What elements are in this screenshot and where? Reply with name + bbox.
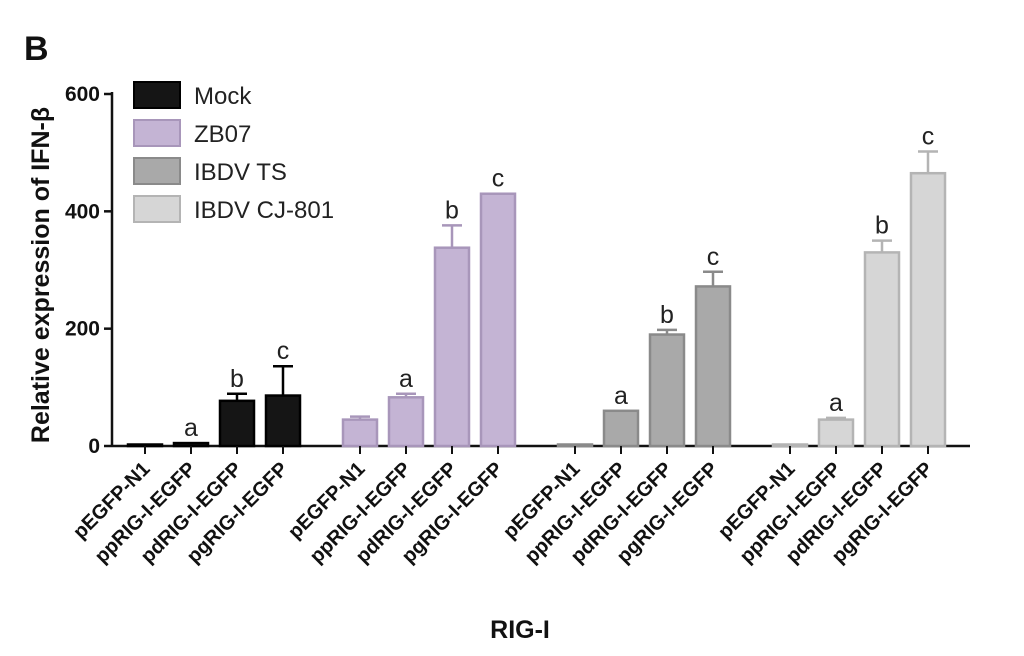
y-tick-label: 200 bbox=[65, 318, 100, 341]
bar bbox=[172, 441, 210, 448]
significance-label: a bbox=[829, 389, 843, 417]
x-axis-label: RIG-I bbox=[490, 616, 550, 644]
bar bbox=[909, 171, 947, 448]
legend: Mock ZB07 IBDV TS IBDV CJ-801 bbox=[133, 81, 334, 224]
significance-label: a bbox=[399, 365, 413, 393]
bar bbox=[771, 443, 809, 448]
bar bbox=[341, 418, 379, 448]
significance-label: c bbox=[277, 337, 290, 365]
significance-label: b bbox=[660, 301, 674, 329]
significance-label: b bbox=[445, 196, 459, 224]
legend-swatch bbox=[133, 119, 181, 147]
bar bbox=[126, 443, 164, 448]
legend-swatch bbox=[133, 157, 181, 185]
bar bbox=[648, 333, 686, 448]
bar bbox=[433, 246, 471, 448]
bar bbox=[556, 443, 594, 448]
y-tick-label: 0 bbox=[88, 435, 100, 458]
bars: a b c a b c a b c a b c bbox=[126, 122, 947, 448]
significance-label: b bbox=[875, 212, 889, 240]
significance-label: c bbox=[492, 165, 505, 193]
significance-label: c bbox=[922, 122, 935, 150]
significance-label: b bbox=[230, 365, 244, 393]
bar bbox=[694, 285, 732, 448]
legend-label: Mock bbox=[194, 83, 252, 110]
legend-label: ZB07 bbox=[194, 121, 251, 148]
bar bbox=[863, 251, 901, 448]
x-tick-labels: pEGFP-N1ppRIG-I-EGFPpdRIG-I-EGFPpgRIG-I-… bbox=[69, 446, 938, 568]
legend-label: IBDV CJ-801 bbox=[194, 197, 334, 224]
significance-label: a bbox=[614, 382, 628, 410]
legend-swatch bbox=[133, 81, 181, 109]
y-tick-label: 400 bbox=[65, 200, 100, 223]
panel-letter: B bbox=[24, 30, 49, 68]
bar bbox=[602, 409, 640, 448]
significance-label: a bbox=[184, 414, 198, 442]
bar bbox=[218, 399, 256, 448]
bar bbox=[479, 192, 517, 448]
bar bbox=[817, 418, 855, 448]
legend-label: IBDV TS bbox=[194, 159, 287, 186]
legend-swatch bbox=[133, 195, 181, 223]
bar bbox=[264, 394, 302, 448]
y-axis-label: Relative expression of IFN-β bbox=[27, 107, 55, 443]
significance-label: c bbox=[707, 243, 720, 271]
bar bbox=[387, 396, 425, 448]
y-tick-label: 600 bbox=[65, 83, 100, 106]
